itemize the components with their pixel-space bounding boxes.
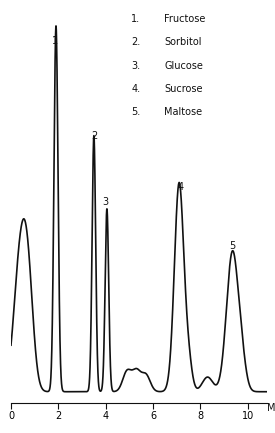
- Text: Sorbitol: Sorbitol: [164, 37, 202, 47]
- Text: Sucrose: Sucrose: [164, 84, 203, 94]
- Text: 4.: 4.: [131, 84, 140, 94]
- Text: Min: Min: [267, 403, 275, 413]
- Text: 4: 4: [177, 182, 183, 192]
- Text: Fructose: Fructose: [164, 14, 206, 24]
- Text: 2: 2: [91, 131, 97, 141]
- Text: 1: 1: [52, 36, 58, 46]
- Text: Maltose: Maltose: [164, 107, 203, 117]
- Text: 5.: 5.: [131, 107, 141, 117]
- Text: 3.: 3.: [131, 61, 140, 71]
- Text: Glucose: Glucose: [164, 61, 203, 71]
- Text: 5: 5: [229, 241, 236, 251]
- Text: 1.: 1.: [131, 14, 140, 24]
- Text: 2.: 2.: [131, 37, 141, 47]
- Text: 3: 3: [103, 197, 109, 207]
